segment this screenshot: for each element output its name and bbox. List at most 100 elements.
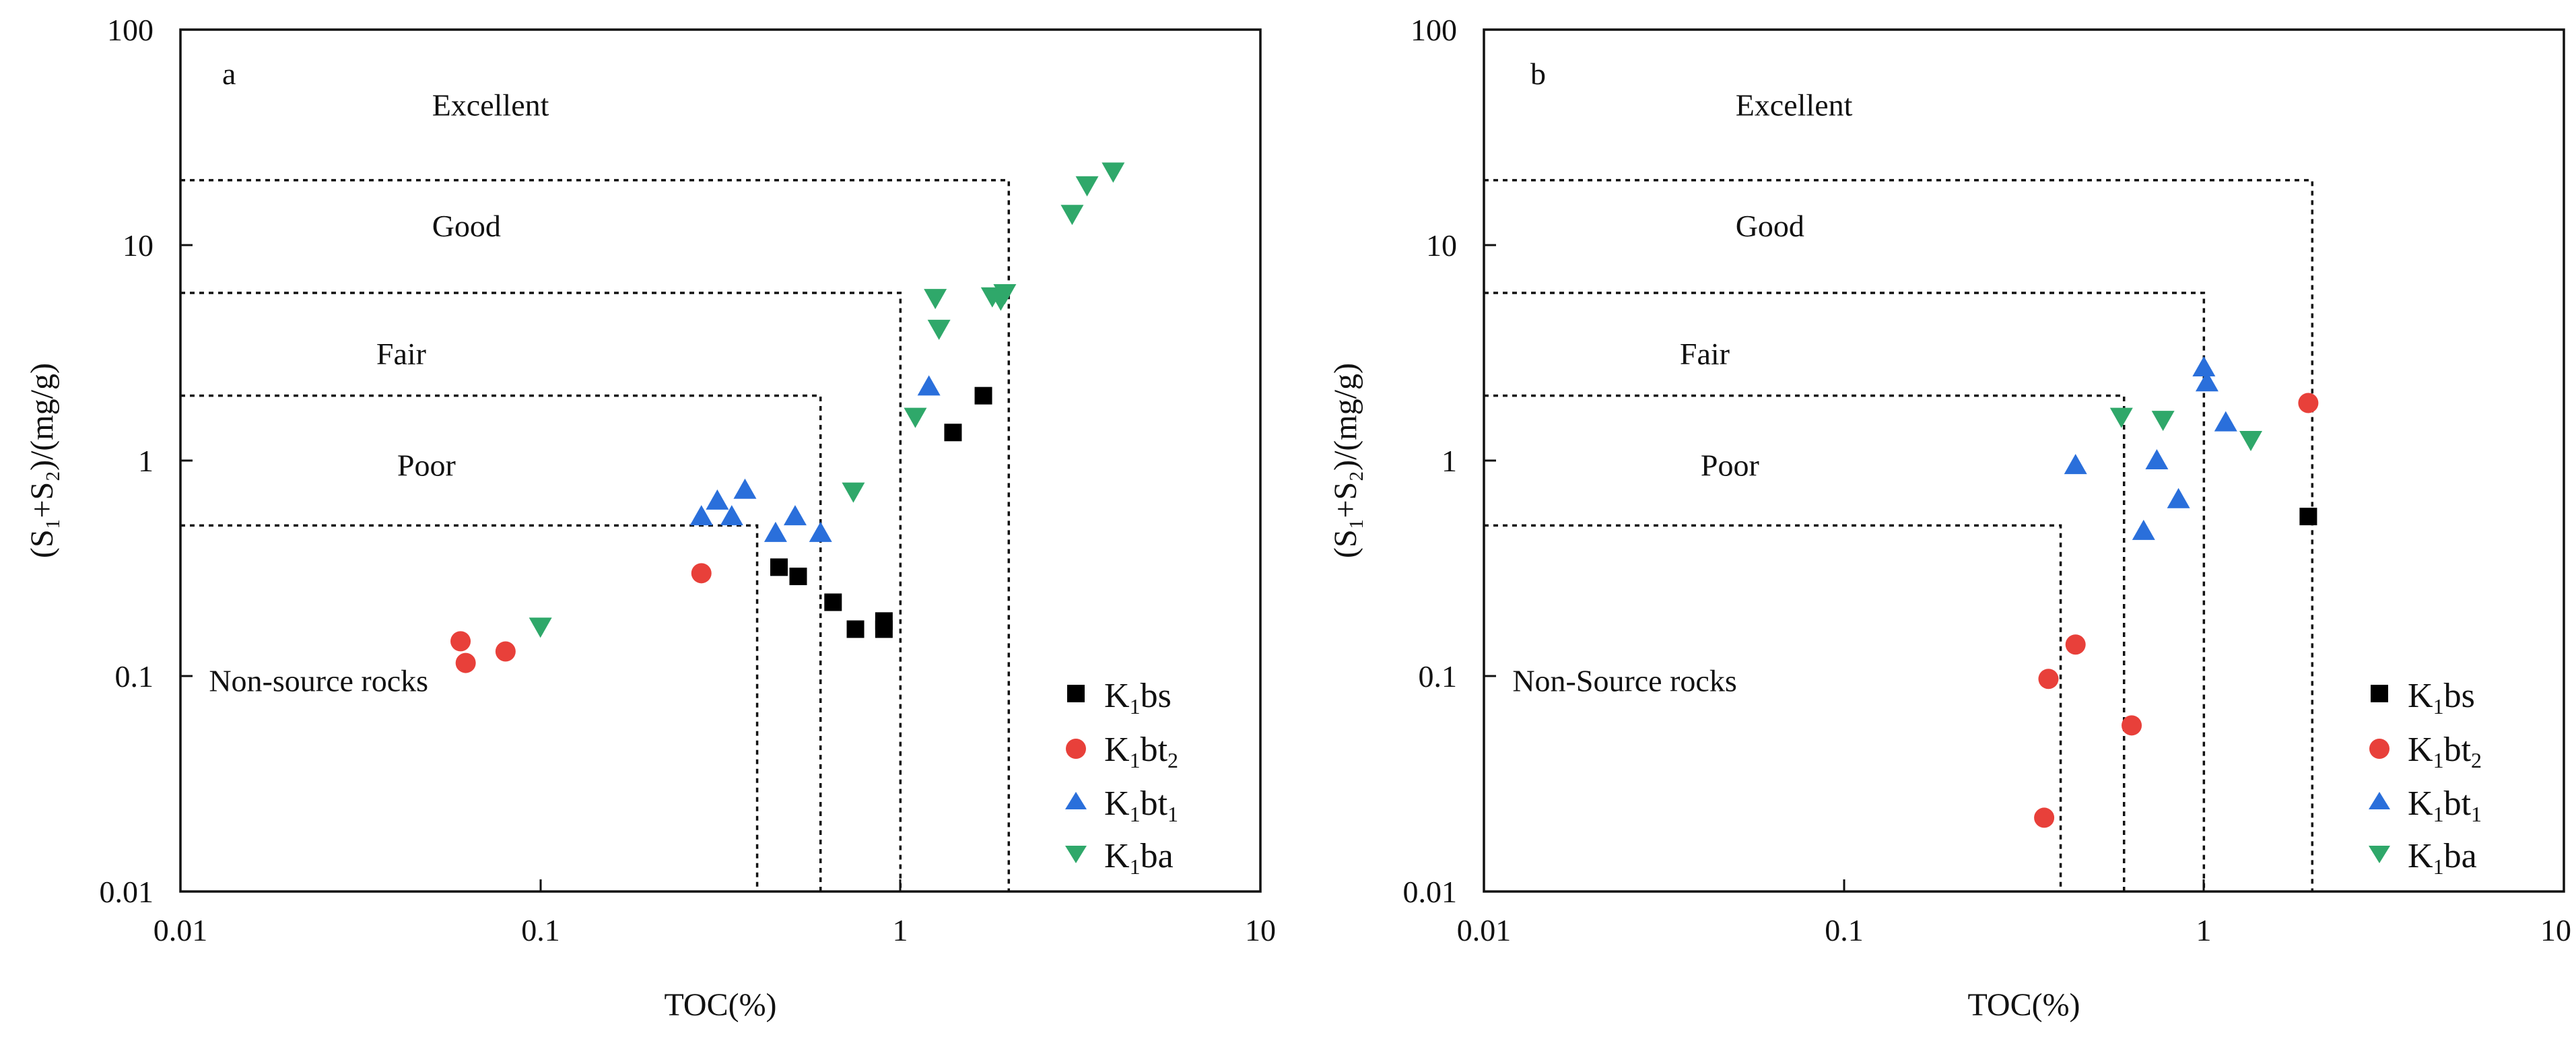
- region-labels-a: Excellent Good Fair Poor Non-source rock…: [209, 88, 549, 698]
- legend-label: K1bt1: [1104, 784, 1178, 826]
- legend-entry: K1bt1: [2369, 784, 2482, 826]
- data-point-k1ba: [529, 617, 552, 638]
- data-point-k1bt1: [2192, 356, 2216, 376]
- plot-frame-b: [1483, 28, 2565, 893]
- data-points-b: [2034, 356, 2319, 828]
- region-label-poor: Poor: [397, 448, 456, 483]
- data-point-k1bt1: [2195, 371, 2218, 392]
- boundary-fair: [1484, 394, 2126, 891]
- x-tick-label: 0.1: [1825, 913, 1864, 947]
- data-point-k1bt1: [917, 375, 941, 396]
- plot-frame-a: [179, 28, 1262, 893]
- y-axis-title-b: (S₁+S₂)/(mg/g): [1328, 363, 1363, 558]
- x-tick-label: 0.01: [154, 913, 208, 947]
- y-tick-label: 10: [123, 228, 154, 263]
- data-point-k1bs: [875, 612, 893, 630]
- data-point-k1bs: [974, 386, 992, 405]
- legend-label: K1bs: [1104, 677, 1172, 718]
- x-tick-label: 10: [1245, 913, 1276, 947]
- data-point-k1bt1: [689, 505, 713, 526]
- data-point-k1bt2: [2122, 715, 2142, 736]
- data-point-k1bs: [2299, 508, 2317, 526]
- data-point-k1ba: [2151, 411, 2175, 432]
- legend-a: K1bs K1bt2 K1bt1 K1ba: [1065, 677, 1178, 879]
- data-point-k1bt1: [706, 489, 729, 510]
- data-point-k1bt1: [720, 505, 743, 526]
- legend-marker-square: [1067, 685, 1085, 702]
- classification-boundaries-a: [180, 178, 1011, 891]
- panel-letter-a: a: [222, 57, 236, 91]
- boundary-excellent: [180, 178, 1011, 891]
- data-point-k1bs: [824, 593, 842, 611]
- data-point-k1bt2: [495, 641, 516, 662]
- data-point-k1bt2: [2034, 807, 2055, 828]
- region-label-fair: Fair: [1680, 337, 1730, 371]
- region-label-good: Good: [432, 209, 501, 243]
- data-point-k1bt1: [733, 478, 757, 499]
- legend-marker-triangle-up: [1065, 792, 1087, 809]
- data-point-k1ba: [1075, 176, 1099, 197]
- x-tick-label: 1: [893, 913, 908, 947]
- data-point-k1bt2: [455, 652, 476, 673]
- legend-label: K1bt2: [2408, 731, 2482, 772]
- data-point-k1ba: [2109, 407, 2133, 428]
- data-point-k1bs: [944, 424, 962, 442]
- legend-marker-triangle-up: [2369, 792, 2390, 809]
- data-point-k1bs: [846, 620, 865, 638]
- region-label-non-source: Non-source rocks: [209, 664, 428, 698]
- region-label-fair: Fair: [376, 337, 426, 371]
- data-point-k1ba: [842, 482, 865, 503]
- data-point-k1bt2: [2038, 669, 2059, 689]
- y-tick-label: 0.1: [115, 659, 154, 694]
- data-point-k1bt1: [2214, 411, 2237, 432]
- data-points-a: [450, 162, 1125, 673]
- boundary-good: [1484, 292, 2206, 891]
- y-tick-label: 100: [1411, 13, 1457, 47]
- region-label-poor: Poor: [1701, 448, 1759, 483]
- boundary-good: [180, 292, 902, 891]
- legend-label: K1bs: [2408, 677, 2475, 718]
- y-tick-label: 0.01: [1403, 875, 1458, 909]
- legend-marker-square: [2371, 685, 2388, 702]
- x-ticks-b: 0.01 0.1 1 10: [1457, 879, 2571, 947]
- y-axis-title-a: (S₁+S₂)/(mg/g): [24, 363, 60, 558]
- legend-marker-triangle-down: [2369, 846, 2390, 863]
- x-axis-title-b: TOC(%): [1967, 987, 2080, 1023]
- x-tick-label: 10: [2540, 913, 2571, 947]
- panel-a: a 0.01 0.1 1 10 0.01 0.1 1 10 100 TOC(%)…: [24, 13, 1276, 1023]
- legend-entry: K1bs: [1067, 677, 1172, 718]
- legend-marker-circle: [1066, 739, 1086, 759]
- legend-entry: K1ba: [1065, 837, 1174, 879]
- data-point-k1bt2: [691, 563, 712, 584]
- legend-entry: K1bt2: [2369, 731, 2482, 772]
- legend-entry: K1ba: [2369, 837, 2477, 879]
- x-tick-label: 1: [2196, 913, 2212, 947]
- legend-label: K1ba: [1104, 837, 1174, 879]
- panel-b: b 0.01 0.1 1 10 0.01 0.1 1 10 100 TOC(%)…: [1328, 13, 2571, 1023]
- data-point-k1bt2: [2298, 393, 2319, 413]
- y-tick-label: 0.01: [100, 875, 154, 909]
- legend-label: K1bt1: [2408, 784, 2482, 826]
- data-point-k1bt1: [764, 521, 787, 542]
- boundary-poor: [180, 524, 759, 891]
- data-point-k1bs: [789, 568, 807, 586]
- data-point-k1bt1: [2132, 519, 2155, 540]
- panel-letter-b: b: [1530, 57, 1546, 91]
- region-label-good: Good: [1736, 209, 1804, 243]
- data-point-k1ba: [904, 407, 927, 428]
- legend-label: K1bt2: [1104, 731, 1178, 772]
- region-label-excellent: Excellent: [432, 88, 549, 122]
- region-labels-b: Excellent Good Fair Poor Non-Source rock…: [1512, 88, 1852, 698]
- legend-marker-triangle-down: [1065, 846, 1087, 863]
- data-point-k1ba: [993, 283, 1017, 304]
- region-label-excellent: Excellent: [1736, 88, 1853, 122]
- data-point-k1bt1: [2064, 454, 2087, 475]
- data-point-k1bt1: [783, 505, 807, 526]
- data-point-k1bt1: [2167, 487, 2190, 508]
- x-tick-label: 0.1: [521, 913, 560, 947]
- region-label-non-source: Non-Source rocks: [1512, 664, 1736, 698]
- data-point-k1ba: [1101, 162, 1125, 183]
- data-point-k1ba: [927, 319, 951, 340]
- data-point-k1bt1: [2145, 449, 2169, 469]
